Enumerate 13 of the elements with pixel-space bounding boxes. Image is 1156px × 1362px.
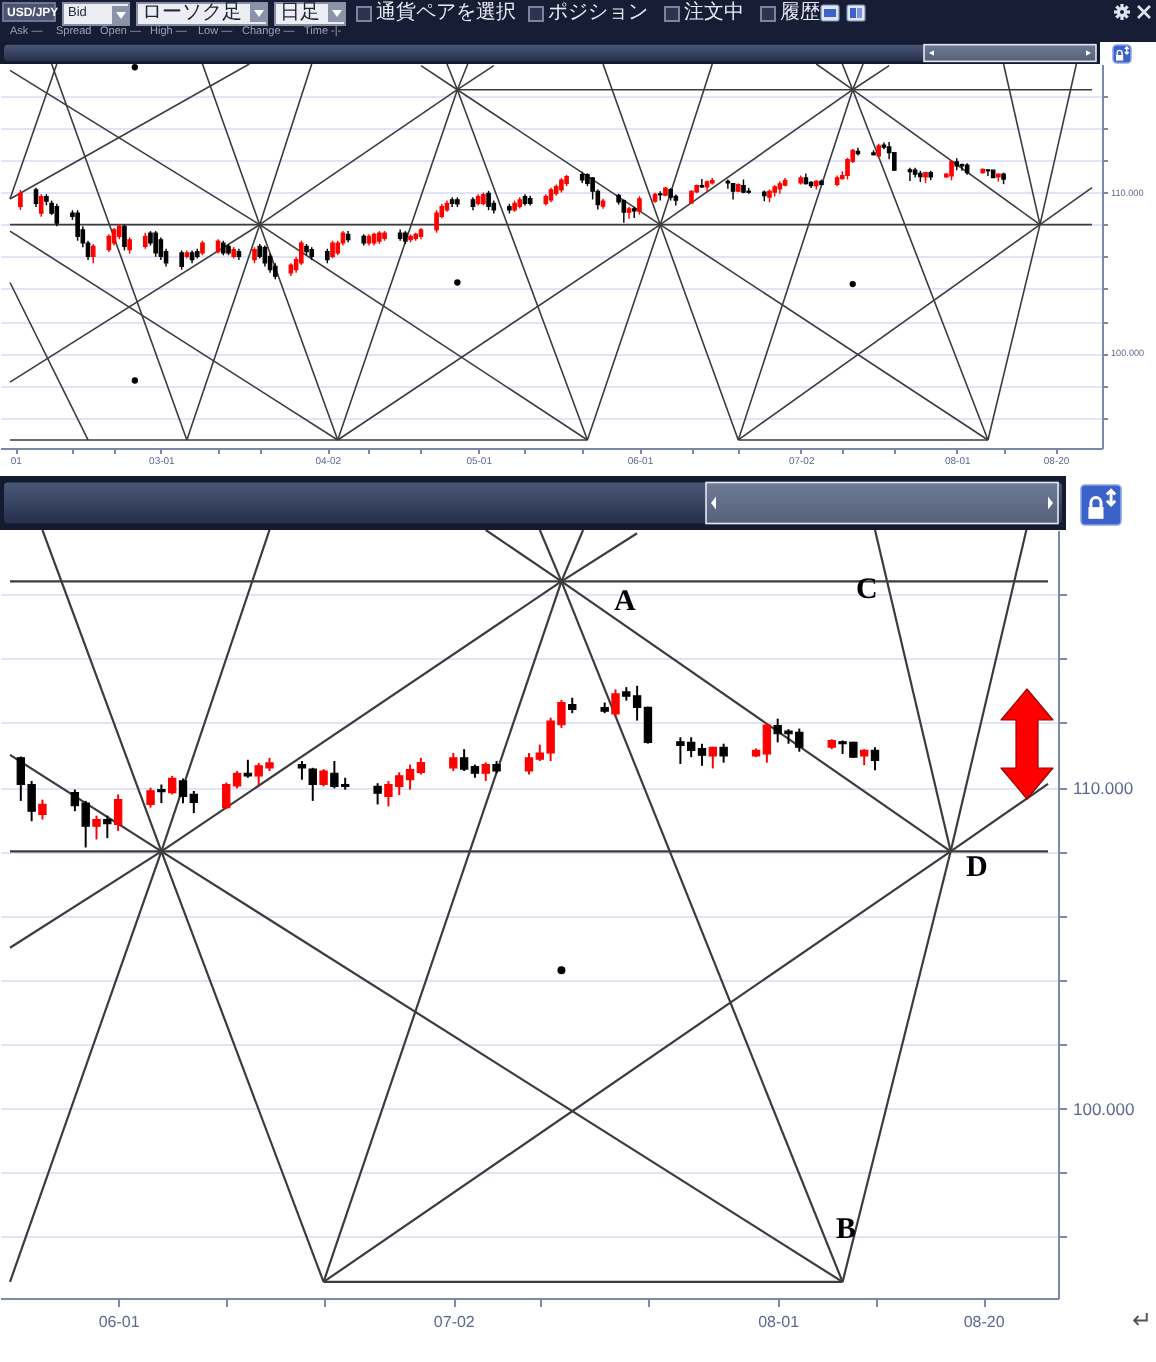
x-tick-label: 08-20 [963,1313,1006,1331]
y-tick-label: 100.000 [1073,1099,1135,1120]
dropdown: ローソク足 [136,1,268,25]
annotation: A [614,586,636,618]
y-tick-label: 110.000 [1073,778,1134,799]
x-tick-label: 06-01 [98,1313,141,1331]
dropdown: 日足 [274,1,346,25]
x-tick-label: 07-02 [433,1313,476,1331]
x-tick-label: 08-01 [758,1313,801,1331]
annotation: B [836,1214,857,1246]
text: ↵ [1132,1306,1153,1334]
annotation: C [856,574,878,606]
annotation: D [966,852,988,884]
